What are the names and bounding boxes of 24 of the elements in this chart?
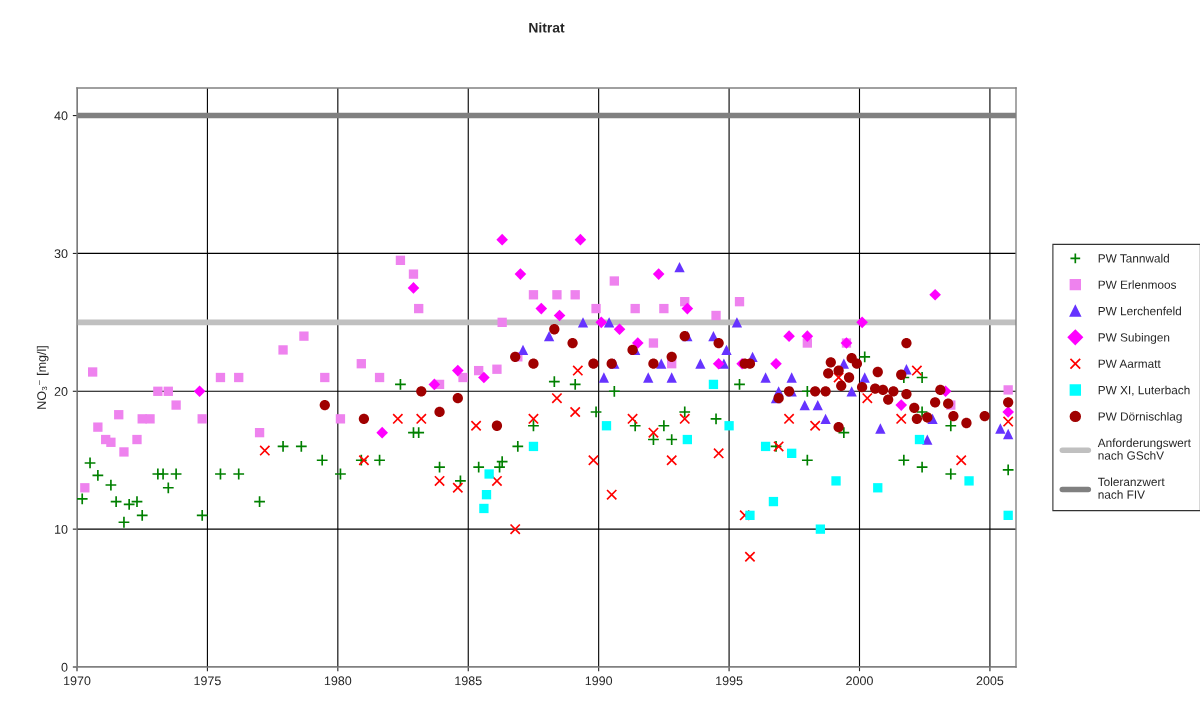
legend-label: Anforderungswert nach GSchV (1097, 438, 1191, 460)
legend-label: PW Erlenmoos (1098, 280, 1177, 289)
y-tick-label: 40 (54, 111, 68, 121)
y-tick-label: 20 (54, 387, 68, 396)
y-tick-label: 30 (54, 249, 68, 259)
legend-label: PW Lerchenfeld (1098, 306, 1181, 316)
x-tick-label: 1970 (64, 676, 91, 686)
chart-title: Nitrat (529, 22, 565, 33)
y-tick-label: 10 (55, 524, 68, 534)
x-tick-label: 1985 (455, 676, 482, 686)
x-tick-label: 2005 (976, 676, 1004, 686)
x-tick-label: 1975 (194, 676, 221, 686)
legend-label: PW Subingen (1098, 332, 1170, 344)
legend-label: PW XI, Luterbach (1098, 385, 1190, 396)
x-tick-label: 1990 (585, 676, 613, 686)
x-tick-label: 1995 (716, 676, 743, 686)
legend-label: Toleranzwert nach FIV (1098, 477, 1165, 499)
x-tick-label: 1980 (324, 676, 352, 686)
legend-label: PW Dörnischlag (1098, 411, 1182, 423)
legend-label: PW Aarmatt (1098, 359, 1161, 368)
y-tick-label: 0 (61, 662, 68, 672)
legend-label: PW Tannwald (1098, 253, 1169, 263)
x-tick-label: 2000 (846, 676, 873, 686)
y-axis-title: NO₃⁻ [mg/l] (36, 346, 49, 409)
